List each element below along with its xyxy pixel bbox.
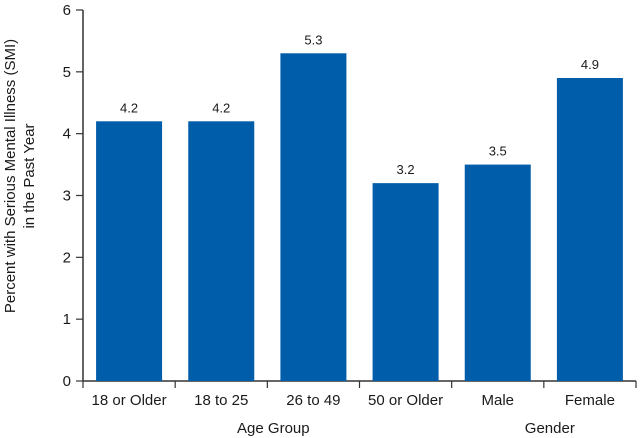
value-label: 3.2 <box>397 162 415 177</box>
bar <box>188 121 255 382</box>
y-tick-label: 3 <box>63 188 71 205</box>
group-label: Age Group <box>237 420 310 437</box>
value-label: 4.2 <box>212 100 230 115</box>
y-axis-title-line-1: Percent with Serious Mental Illness (SMI… <box>2 39 19 313</box>
bar <box>96 121 163 382</box>
category-label: 26 to 49 <box>286 392 340 409</box>
axes <box>76 9 637 388</box>
labels: 0 1 2 3 4 5 6 4.2 18 or Older 4.2 18 to 25 5.3 26 to… <box>63 2 615 437</box>
y-axis-title: Percent with Serious Mental Illness (SMI… <box>2 39 38 313</box>
category-label: 50 or Older <box>368 392 443 409</box>
bar <box>372 183 439 381</box>
bar <box>280 53 347 382</box>
category-label: Female <box>565 392 615 409</box>
bars <box>96 53 623 382</box>
value-label: 4.2 <box>120 100 138 115</box>
y-tick-label: 1 <box>63 311 71 328</box>
bar <box>464 164 531 381</box>
value-label: 5.3 <box>304 32 322 47</box>
value-label: 3.5 <box>489 144 507 159</box>
y-tick-label: 6 <box>63 2 71 19</box>
y-axis-title-line-2: in the Past Year <box>21 123 38 228</box>
category-label: 18 or Older <box>92 392 167 409</box>
bar <box>556 78 623 382</box>
value-label: 4.9 <box>581 57 599 72</box>
category-label: Male <box>481 392 514 409</box>
y-tick-label: 0 <box>63 373 71 390</box>
y-tick-label: 4 <box>63 126 71 143</box>
category-label: 18 to 25 <box>194 392 248 409</box>
y-tick-label: 2 <box>63 249 71 266</box>
group-label: Gender <box>525 420 575 437</box>
y-tick-label: 5 <box>63 64 71 81</box>
